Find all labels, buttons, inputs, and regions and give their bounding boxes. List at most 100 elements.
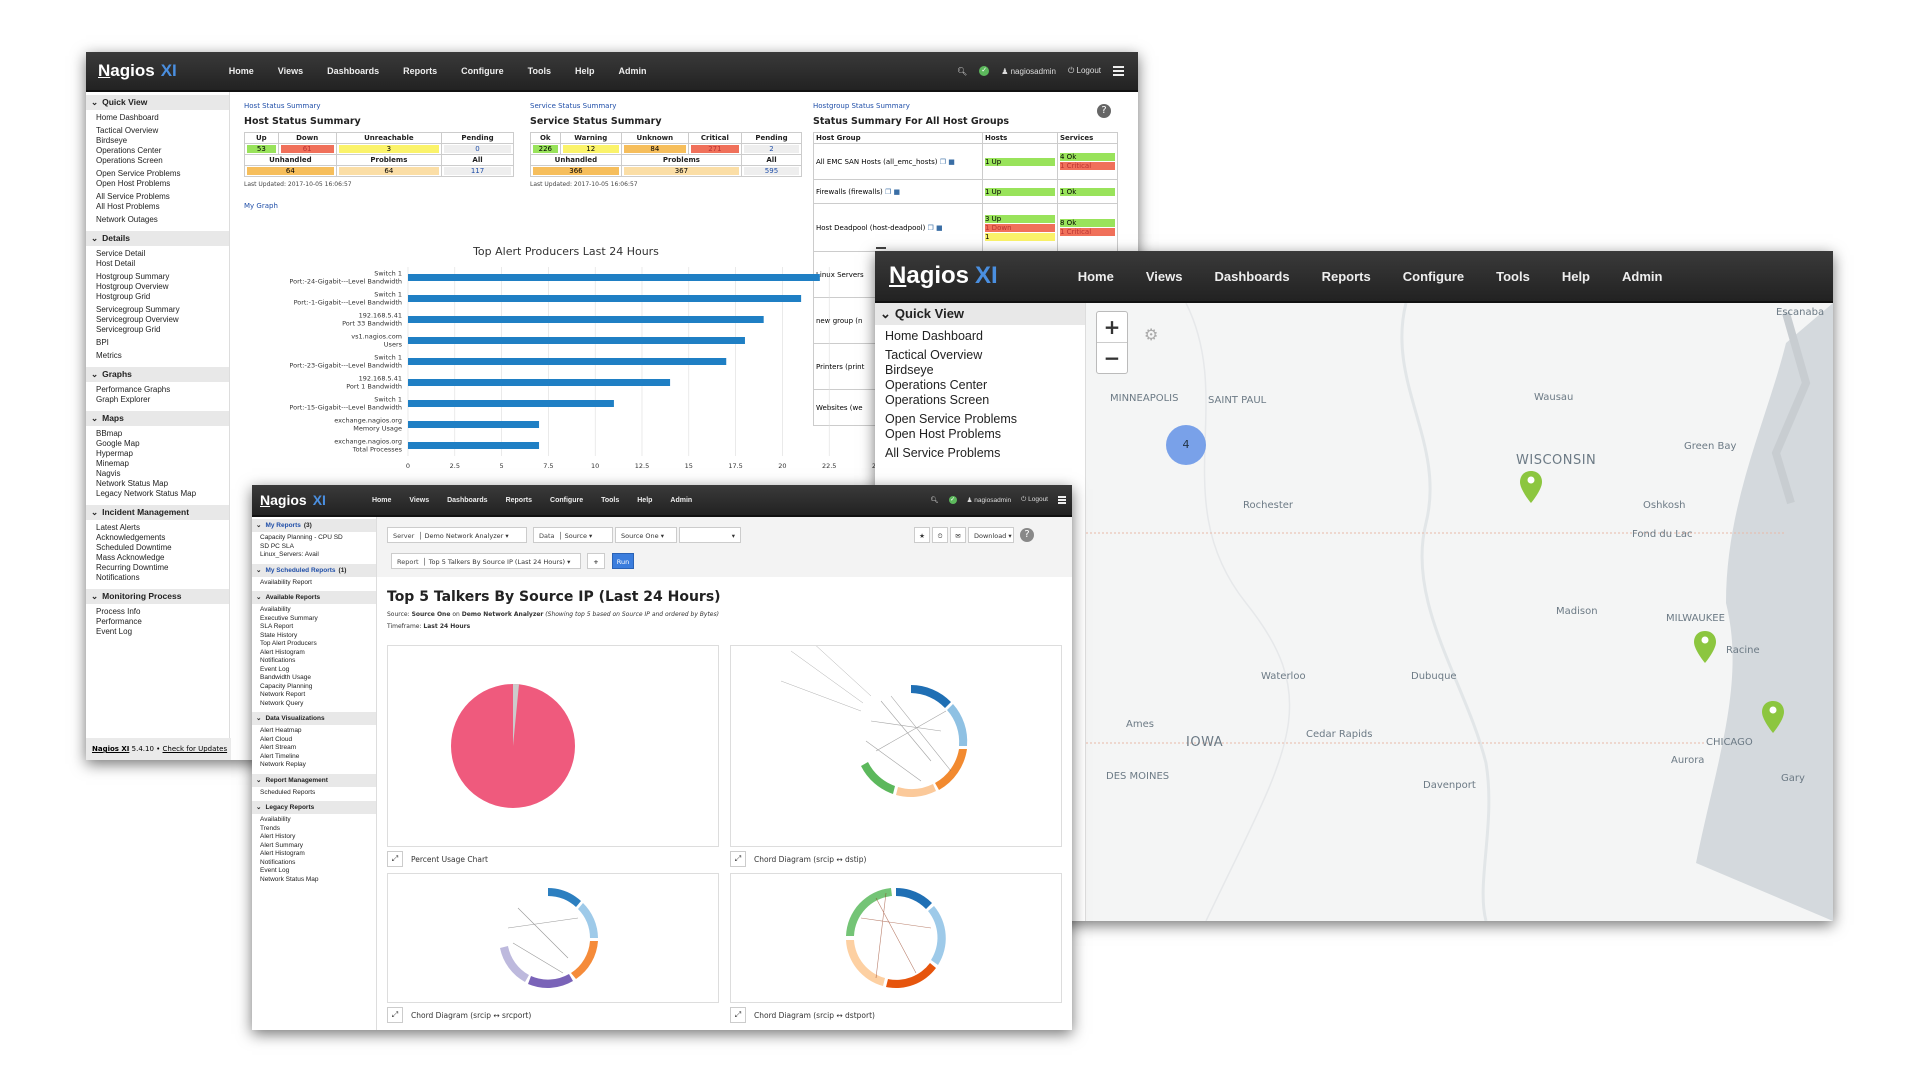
nav-admin[interactable]: Admin <box>670 496 693 504</box>
sidebar-item[interactable]: Mass Acknowledge <box>96 553 165 562</box>
sidebar-item[interactable]: Alert Cloud <box>260 735 293 743</box>
sidebar-item[interactable]: State History <box>260 631 298 639</box>
user-link[interactable]: ♟ nagiosadmin <box>967 496 1012 504</box>
hostgroup-name[interactable]: new group (n <box>816 316 863 325</box>
hosts-up-count[interactable]: 53 <box>247 145 276 153</box>
service-status-badge[interactable]: 1 Critical <box>1060 228 1115 236</box>
expand-icon[interactable]: ⤢ <box>730 1007 746 1023</box>
sidebar-section-header[interactable]: Maps <box>86 411 229 426</box>
sidebar-item[interactable]: Event Log <box>260 665 290 673</box>
sidebar-item[interactable]: Graph Explorer <box>96 395 151 404</box>
logout-link[interactable]: ⏻ Logout <box>1021 496 1048 504</box>
sidebar-item[interactable]: Linux_Servers: Avail <box>260 551 319 558</box>
sidebar-item-tactical-overview[interactable]: Tactical Overview <box>885 348 983 362</box>
sidebar-item[interactable]: Availability <box>260 816 291 823</box>
sidebar-item[interactable]: BBmap <box>96 429 123 438</box>
sidebar-item[interactable]: Alert Histogram <box>260 648 305 656</box>
nagios-logo[interactable]: Nagios XI <box>98 61 177 81</box>
nav-reports[interactable]: Reports <box>1321 268 1371 284</box>
sidebar-item[interactable]: Open Service Problems <box>96 169 181 178</box>
host-status-badge[interactable]: 1 <box>985 232 1055 241</box>
status-ok-icon[interactable]: ✓ <box>948 496 957 504</box>
sidebar-item[interactable]: Performance <box>96 617 142 626</box>
sidebar-item[interactable]: Notifications <box>260 858 296 866</box>
nav-tools[interactable]: Tools <box>1496 268 1530 284</box>
nav-reports[interactable]: Reports <box>505 496 533 504</box>
hosts-unhandled-count[interactable]: 64 <box>247 167 334 175</box>
sidebar-section-header[interactable]: Legacy Reports <box>252 801 376 814</box>
sidebar-item[interactable]: Legacy Network Status Map <box>96 489 197 498</box>
sidebar-section-header[interactable]: Quick View <box>86 95 229 110</box>
host-status-badge[interactable]: 1 Down <box>985 223 1055 232</box>
hosts-problems-count[interactable]: 64 <box>338 167 440 175</box>
menu-icon[interactable] <box>1113 64 1124 78</box>
nav-home[interactable]: Home <box>371 496 392 504</box>
nav-home[interactable]: Home <box>1077 268 1114 284</box>
services-ok-count[interactable]: 226 <box>533 145 558 153</box>
hosts-unreachable-count[interactable]: 3 <box>338 145 440 153</box>
sidebar-item[interactable]: Hypermap <box>96 449 133 458</box>
nav-help[interactable]: Help <box>575 66 595 76</box>
zoom-out-button[interactable]: − <box>1103 346 1121 370</box>
status-ok-icon[interactable]: ✓ <box>979 66 990 76</box>
sidebar-item-operations-screen[interactable]: Operations Screen <box>885 393 990 407</box>
host-status-badge[interactable]: 1 Up <box>985 187 1055 196</box>
nav-views[interactable]: Views <box>409 496 430 504</box>
email-icon[interactable]: ✉ <box>950 527 966 543</box>
nagios-logo[interactable]: Nagios XI <box>260 492 326 508</box>
service-status-badge[interactable]: 1 Ok <box>1060 187 1115 196</box>
footer-product-link[interactable]: Nagios XI <box>92 745 130 753</box>
sidebar-item[interactable]: Acknowledgements <box>96 533 166 542</box>
nav-help[interactable]: Help <box>1561 268 1590 284</box>
sidebar-section-header[interactable]: My Reports(3) <box>252 519 376 532</box>
sidebar-item-birdseye[interactable]: Birdseye <box>885 363 934 377</box>
report-select[interactable]: Report │ Top 5 Talkers By Source IP (Las… <box>391 553 581 569</box>
nav-dashboards[interactable]: Dashboards <box>1214 268 1290 284</box>
nav-views[interactable]: Views <box>277 66 304 76</box>
nav-help[interactable]: Help <box>637 496 653 504</box>
host-status-badge[interactable]: 1 Up <box>985 157 1055 166</box>
services-pending-count[interactable]: 2 <box>743 145 799 153</box>
data-select[interactable]: Data │ Source ▾ <box>533 527 613 543</box>
nav-configure[interactable]: Configure <box>550 496 584 504</box>
menu-icon[interactable] <box>1058 495 1066 506</box>
services-all-count[interactable]: 595 <box>743 167 799 175</box>
sidebar-item[interactable]: SD PC SLA <box>260 542 294 550</box>
service-status-badge[interactable]: 8 Ok <box>1060 219 1115 227</box>
sidebar-item[interactable]: Alert Timeline <box>260 752 300 760</box>
sidebar-item[interactable]: Minemap <box>96 459 129 468</box>
sidebar-item[interactable]: All Host Problems <box>96 202 160 211</box>
sidebar-item-home-dashboard[interactable]: Home Dashboard <box>885 329 983 343</box>
sidebar-item[interactable]: Process Info <box>96 607 141 616</box>
sidebar-item[interactable]: Servicegroup Grid <box>96 325 161 334</box>
nav-configure[interactable]: Configure <box>1402 268 1465 284</box>
sidebar-item[interactable]: SLA Report <box>260 623 294 630</box>
service-status-badge[interactable]: 1 Critical <box>1060 162 1115 170</box>
sidebar-item[interactable]: Alert Stream <box>260 744 297 751</box>
sidebar-item[interactable]: Alert Summary <box>260 841 303 849</box>
sidebar-section-header[interactable]: Monitoring Process <box>86 589 229 604</box>
sidebar-item[interactable]: Open Host Problems <box>96 179 171 188</box>
sidebar-item[interactable]: Nagvis <box>96 469 121 478</box>
sidebar-item[interactable]: Capacity Planning - CPU SD <box>260 534 343 541</box>
host-status-badge[interactable]: 3 Up <box>985 214 1055 223</box>
nav-dashboards[interactable]: Dashboards <box>447 496 488 504</box>
sidebar-item[interactable]: Network Status Map <box>260 875 319 883</box>
nav-reports[interactable]: Reports <box>403 66 438 76</box>
hostgroup-action-icon[interactable]: ❐ ■ <box>937 157 955 166</box>
sidebar-item-all-service-problems[interactable]: All Service Problems <box>885 446 1001 460</box>
sidebar-item[interactable]: Recurring Downtime <box>96 563 169 572</box>
clock-icon[interactable]: ⏲ <box>932 527 948 543</box>
hostgroup-name[interactable]: Host Deadpool (host-deadpool) <box>816 223 926 232</box>
nav-dashboards[interactable]: Dashboards <box>327 66 380 76</box>
gear-icon[interactable]: ⚙ <box>1144 325 1159 344</box>
sidebar-section-header[interactable]: Data Visualizations <box>252 712 376 725</box>
sidebar-section-header[interactable]: Available Reports <box>252 591 376 604</box>
sidebar-item[interactable]: Host Detail <box>96 259 136 268</box>
hosts-down-count[interactable]: 61 <box>280 145 334 153</box>
nagios-logo[interactable]: Nagios XI <box>889 262 998 290</box>
check-updates-link[interactable]: Check for Updates <box>162 745 228 753</box>
sidebar-item[interactable]: Birdseye <box>96 136 128 145</box>
download-button[interactable]: Download ▾ <box>968 527 1014 543</box>
hostgroup-name[interactable]: Linux Servers <box>816 270 864 279</box>
